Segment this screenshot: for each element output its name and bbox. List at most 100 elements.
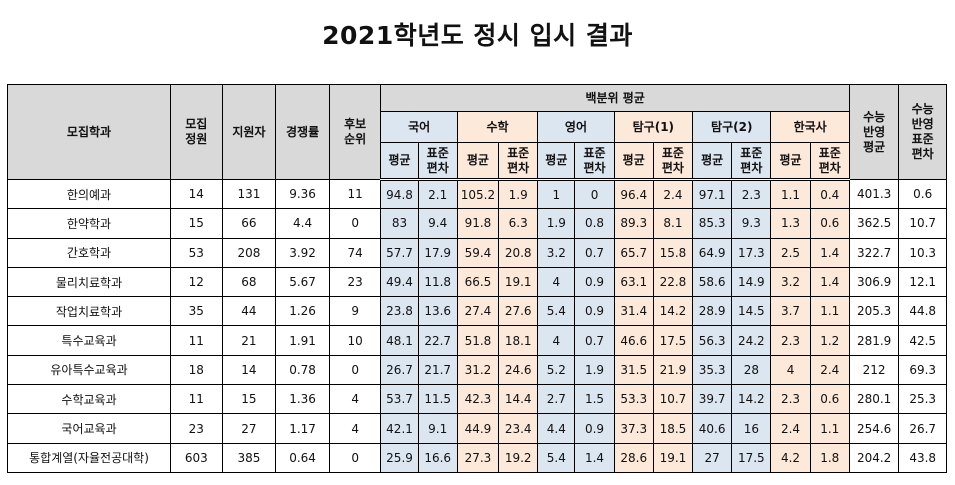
sd-cell: 1.4 xyxy=(574,442,615,473)
table-row: 한의예과 14 131 9.36 11 94.8 2.1 105.2 1.9 1 0 96.4 2.4 9… xyxy=(6,178,947,210)
avg-cell: 53.7 xyxy=(380,384,419,415)
header-subject: 탐구(1) xyxy=(613,111,694,143)
applicants-cell: 131 xyxy=(221,178,277,210)
avg-cell: 97.1 xyxy=(692,178,733,210)
waitlist-cell: 74 xyxy=(328,237,382,268)
sd-cell: 24.6 xyxy=(498,354,539,386)
sd-cell: 14.2 xyxy=(652,296,694,327)
suneung-avg-cell: 280.1 xyxy=(848,384,900,415)
quota-cell: 15 xyxy=(170,208,223,239)
sd-cell: 23.4 xyxy=(498,413,539,444)
header-quota-label: 모집 정원 xyxy=(185,117,208,146)
avg-cell: 51.8 xyxy=(456,325,500,356)
avg-cell: 59.4 xyxy=(456,237,500,268)
avg-cell: 2.3 xyxy=(770,325,811,356)
sd-cell: 1.9 xyxy=(498,178,539,210)
table-row: 특수교육과 11 21 1.91 10 48.1 22.7 51.8 18.1 4 0.7 46.6 1… xyxy=(6,325,947,356)
avg-cell: 2.5 xyxy=(770,237,811,268)
suneung-avg-cell: 306.9 xyxy=(848,266,900,298)
header-avg: 평균 xyxy=(692,142,733,181)
avg-cell: 5.4 xyxy=(537,296,576,327)
quota-cell: 12 xyxy=(170,266,223,298)
quota-cell: 11 xyxy=(170,384,223,415)
sd-cell: 1.4 xyxy=(809,266,850,298)
ratio-cell: 9.36 xyxy=(275,178,330,210)
sd-cell: 0.9 xyxy=(574,413,615,444)
applicants-cell: 27 xyxy=(221,413,277,444)
suneung-avg-cell: 254.6 xyxy=(848,413,900,444)
avg-cell: 64.9 xyxy=(692,237,733,268)
sd-cell: 0.9 xyxy=(574,266,615,298)
avg-cell: 31.4 xyxy=(613,296,654,327)
table-row: 물리치료학과 12 68 5.67 23 49.4 11.8 66.5 19.1 4 0.9 63.1… xyxy=(6,266,947,298)
avg-cell: 25.9 xyxy=(380,442,419,473)
sd-cell: 10.7 xyxy=(652,384,694,415)
avg-cell: 65.7 xyxy=(613,237,654,268)
sd-cell: 14.5 xyxy=(731,296,772,327)
sd-cell: 18.5 xyxy=(652,413,694,444)
quota-cell: 35 xyxy=(170,296,223,327)
applicants-cell: 15 xyxy=(221,384,277,415)
avg-cell: 4.4 xyxy=(537,413,576,444)
sd-cell: 11.5 xyxy=(417,384,458,415)
header-sd: 표준 편차 xyxy=(652,142,694,181)
avg-cell: 58.6 xyxy=(692,266,733,298)
sd-cell: 0 xyxy=(574,178,615,210)
sd-cell: 22.8 xyxy=(652,266,694,298)
ratio-cell: 3.92 xyxy=(275,237,330,268)
avg-cell: 35.3 xyxy=(692,354,733,386)
avg-cell: 4.2 xyxy=(770,442,811,473)
avg-cell: 31.5 xyxy=(613,354,654,386)
sd-cell: 1.2 xyxy=(809,325,850,356)
header-percentile-avg: 백분위 평균 xyxy=(380,84,850,112)
applicants-cell: 66 xyxy=(221,208,277,239)
sd-cell: 1.1 xyxy=(809,413,850,444)
waitlist-cell: 23 xyxy=(328,266,382,298)
sd-cell: 1.8 xyxy=(809,442,850,473)
sd-cell: 22.7 xyxy=(417,325,458,356)
avg-cell: 27 xyxy=(692,442,733,473)
avg-cell: 37.3 xyxy=(613,413,654,444)
sd-cell: 19.1 xyxy=(498,266,539,298)
waitlist-cell: 0 xyxy=(328,208,382,239)
quota-cell: 11 xyxy=(170,325,223,356)
header-avg: 평균 xyxy=(613,142,654,181)
avg-cell: 96.4 xyxy=(613,178,654,210)
ratio-cell: 1.26 xyxy=(275,296,330,327)
dept-cell: 유아특수교육과 xyxy=(6,354,172,386)
quota-cell: 603 xyxy=(170,442,223,473)
waitlist-cell: 10 xyxy=(328,325,382,356)
table-row: 유아특수교육과 18 14 0.78 0 26.7 21.7 31.2 24.6 5.2 1.9 31… xyxy=(6,354,947,386)
sd-cell: 0.7 xyxy=(574,237,615,268)
dept-cell: 특수교육과 xyxy=(6,325,172,356)
avg-cell: 89.3 xyxy=(613,208,654,239)
suneung-avg-cell: 401.3 xyxy=(848,178,900,210)
applicants-cell: 385 xyxy=(221,442,277,473)
sd-cell: 1.4 xyxy=(809,237,850,268)
suneung-sd-cell: 26.7 xyxy=(898,413,947,444)
sd-cell: 15.8 xyxy=(652,237,694,268)
suneung-avg-cell: 212 xyxy=(848,354,900,386)
header-suneung-sd-label: 수능 반영 표준 편차 xyxy=(911,102,934,161)
suneung-sd-cell: 43.8 xyxy=(898,442,947,473)
sd-cell: 17.3 xyxy=(731,237,772,268)
waitlist-cell: 0 xyxy=(328,354,382,386)
avg-cell: 27.4 xyxy=(456,296,500,327)
header-subject: 탐구(2) xyxy=(692,111,772,143)
sd-cell: 0.8 xyxy=(574,208,615,239)
suneung-sd-cell: 0.6 xyxy=(898,178,947,210)
header-dept: 모집학과 xyxy=(6,84,172,180)
header-suneung-avg-label: 수능 반영 평균 xyxy=(863,109,886,154)
suneung-avg-cell: 204.2 xyxy=(848,442,900,473)
sd-cell: 0.4 xyxy=(809,178,850,210)
suneung-avg-cell: 281.9 xyxy=(848,325,900,356)
header-avg: 평균 xyxy=(537,142,576,181)
waitlist-cell: 4 xyxy=(328,384,382,415)
dept-cell: 수학교육과 xyxy=(6,384,172,415)
header-avg: 평균 xyxy=(456,142,500,181)
header-suneung-avg: 수능 반영 평균 xyxy=(848,84,900,180)
header-sd: 표준 편차 xyxy=(574,142,615,181)
header-waitlist-label: 후보 순위 xyxy=(344,117,367,146)
header-suneung-sd: 수능 반영 표준 편차 xyxy=(898,84,947,180)
avg-cell: 3.2 xyxy=(537,237,576,268)
